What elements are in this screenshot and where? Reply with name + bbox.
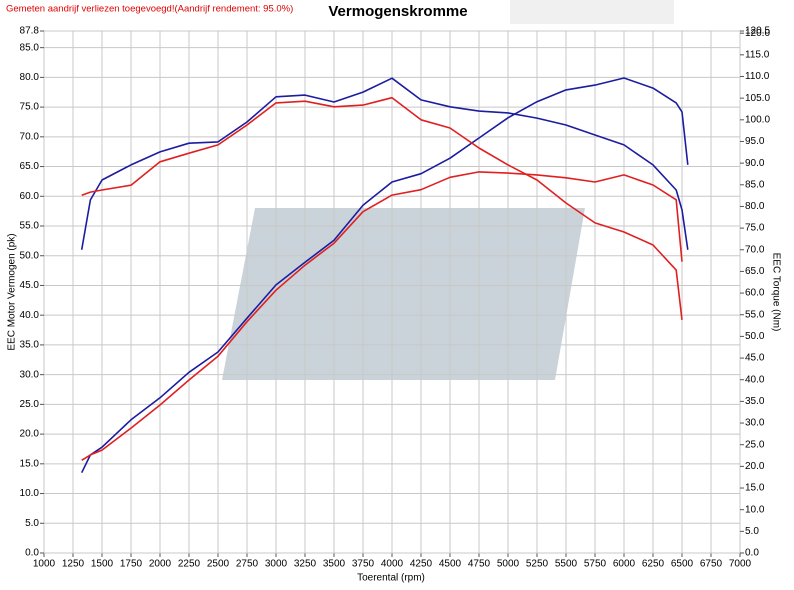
x-tick-label: 2750 — [236, 559, 259, 570]
x-tick-label: 1250 — [62, 559, 85, 570]
y-tick-label: 85.0 — [20, 42, 40, 53]
y2-tick-label: 110.0 — [745, 71, 770, 82]
x-tick-label: 3250 — [294, 559, 317, 570]
y-tick-label: 45.0 — [20, 280, 40, 291]
watermark-logo — [222, 208, 585, 380]
y2-tick-label: 45.0 — [745, 353, 765, 364]
y-tick-label: 25.0 — [20, 399, 40, 410]
y-tick-label: 35.0 — [20, 340, 40, 351]
y-tick-label: 10.0 — [20, 488, 40, 499]
y2-tick-label: 30.0 — [745, 418, 765, 429]
x-tick-label: 4000 — [381, 559, 404, 570]
y2-tick-label: 75.0 — [745, 223, 765, 234]
y-tick-label: 70.0 — [20, 131, 40, 142]
y-tick-label: 50.0 — [20, 250, 40, 261]
y-tick-label: 75.0 — [20, 102, 40, 113]
y2-tick-label: 55.0 — [745, 309, 765, 320]
y-tick-label: 40.0 — [20, 310, 40, 321]
series-line — [80, 77, 689, 474]
x-tick-label: 7000 — [729, 559, 752, 570]
y2-tick-label: 100.0 — [745, 114, 770, 125]
y2-tick-label: 10.0 — [745, 504, 765, 515]
y2-tick-label: 115.0 — [745, 49, 770, 60]
y2-tick-label: 5.0 — [745, 526, 759, 537]
x-tick-label: 5000 — [497, 559, 520, 570]
series-line — [80, 77, 689, 250]
y-tick-label: 30.0 — [20, 369, 40, 380]
y-tick-label: 87.8 — [20, 26, 40, 37]
y-tick-label: 20.0 — [20, 429, 40, 440]
y2-tick-label: 90.0 — [745, 158, 765, 169]
x-tick-label: 1750 — [120, 559, 143, 570]
y2-tick-label: 20.0 — [745, 461, 765, 472]
watermark — [222, 208, 585, 380]
y2-tick-label: 25.0 — [745, 439, 765, 450]
x-tick-label: 4500 — [439, 559, 462, 570]
y2-tick-label: 65.0 — [745, 266, 765, 277]
x-tick-label: 1500 — [91, 559, 114, 570]
y2-tick-label: 120.0 — [745, 28, 770, 39]
y2-tick-label: 85.0 — [745, 179, 765, 190]
y-tick-label: 65.0 — [20, 161, 40, 172]
x-tick-label: 2500 — [207, 559, 230, 570]
y2-tick-label: 70.0 — [745, 244, 765, 255]
x-tick-label: 2000 — [149, 559, 172, 570]
header-box — [510, 0, 674, 24]
y-tick-label: 60.0 — [20, 191, 40, 202]
y2-tick-label: 60.0 — [745, 288, 765, 299]
y-axis-label: EEC Motor Vermogen (pk) — [7, 233, 18, 350]
x-tick-label: 5500 — [555, 559, 578, 570]
series-line — [81, 171, 683, 461]
x-tick-label: 6000 — [613, 559, 636, 570]
x-tick-label: 3750 — [352, 559, 375, 570]
y-tick-label: 55.0 — [20, 221, 40, 232]
y2-tick-label: 15.0 — [745, 483, 765, 494]
x-tick-label: 2250 — [178, 559, 201, 570]
y-tick-label: 0.0 — [25, 548, 39, 559]
chart-subtitle: Gemeten aandrijf verliezen toegevoegd!(A… — [6, 4, 293, 15]
x-tick-label: 3000 — [265, 559, 288, 570]
x-tick-label: 3500 — [323, 559, 346, 570]
x-tick-label: 4250 — [410, 559, 433, 570]
x-tick-label: 6250 — [642, 559, 665, 570]
y2-tick-label: 80.0 — [745, 201, 765, 212]
x-tick-label: 5250 — [526, 559, 549, 570]
y2-tick-label: 35.0 — [745, 396, 765, 407]
chart-title: Vermogenskromme — [328, 3, 467, 20]
x-tick-label: 1000 — [33, 559, 56, 570]
y-tick-label: 5.0 — [25, 518, 39, 529]
y2-tick-label: 120.5 — [745, 26, 770, 37]
y2-tick-label: 0.0 — [745, 548, 759, 559]
y-tick-label: 80.0 — [20, 72, 40, 83]
x-tick-label: 6750 — [700, 559, 723, 570]
y2-tick-label: 95.0 — [745, 136, 765, 147]
y2-tick-label: 50.0 — [745, 331, 765, 342]
y-tick-label: 15.0 — [20, 458, 40, 469]
x-tick-label: 5750 — [584, 559, 607, 570]
series-line — [81, 96, 683, 320]
x-tick-label: 4750 — [468, 559, 491, 570]
y2-tick-label: 105.0 — [745, 93, 770, 104]
x-axis-label: Toerental (rpm) — [357, 573, 425, 584]
y2-tick-label: 40.0 — [745, 374, 765, 385]
x-tick-label: 6500 — [671, 559, 694, 570]
y2-axis-label: EEC Torque (Nm) — [770, 253, 781, 332]
